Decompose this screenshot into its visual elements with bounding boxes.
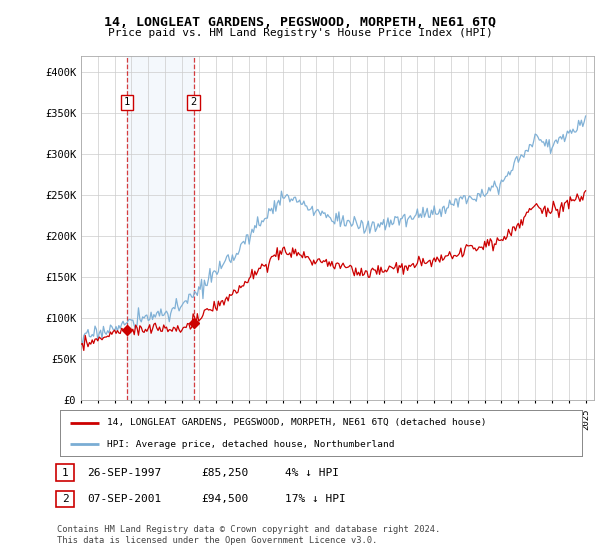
Text: 14, LONGLEAT GARDENS, PEGSWOOD, MORPETH, NE61 6TQ (detached house): 14, LONGLEAT GARDENS, PEGSWOOD, MORPETH,… [107,418,487,427]
Text: £85,250: £85,250 [201,468,248,478]
Text: 26-SEP-1997: 26-SEP-1997 [87,468,161,478]
Text: Contains HM Land Registry data © Crown copyright and database right 2024.
This d: Contains HM Land Registry data © Crown c… [57,525,440,545]
Text: 1: 1 [124,97,130,108]
Text: 4% ↓ HPI: 4% ↓ HPI [285,468,339,478]
Text: 2: 2 [62,494,69,504]
Text: 1: 1 [62,468,69,478]
Bar [127,56,194,400]
Text: HPI: Average price, detached house, Northumberland: HPI: Average price, detached house, Nort… [107,440,394,449]
Text: 14, LONGLEAT GARDENS, PEGSWOOD, MORPETH, NE61 6TQ: 14, LONGLEAT GARDENS, PEGSWOOD, MORPETH,… [104,16,496,29]
Text: £94,500: £94,500 [201,494,248,504]
Text: Price paid vs. HM Land Registry's House Price Index (HPI): Price paid vs. HM Land Registry's House … [107,28,493,38]
Text: 07-SEP-2001: 07-SEP-2001 [87,494,161,504]
Text: 17% ↓ HPI: 17% ↓ HPI [285,494,346,504]
Text: 2: 2 [190,97,197,108]
